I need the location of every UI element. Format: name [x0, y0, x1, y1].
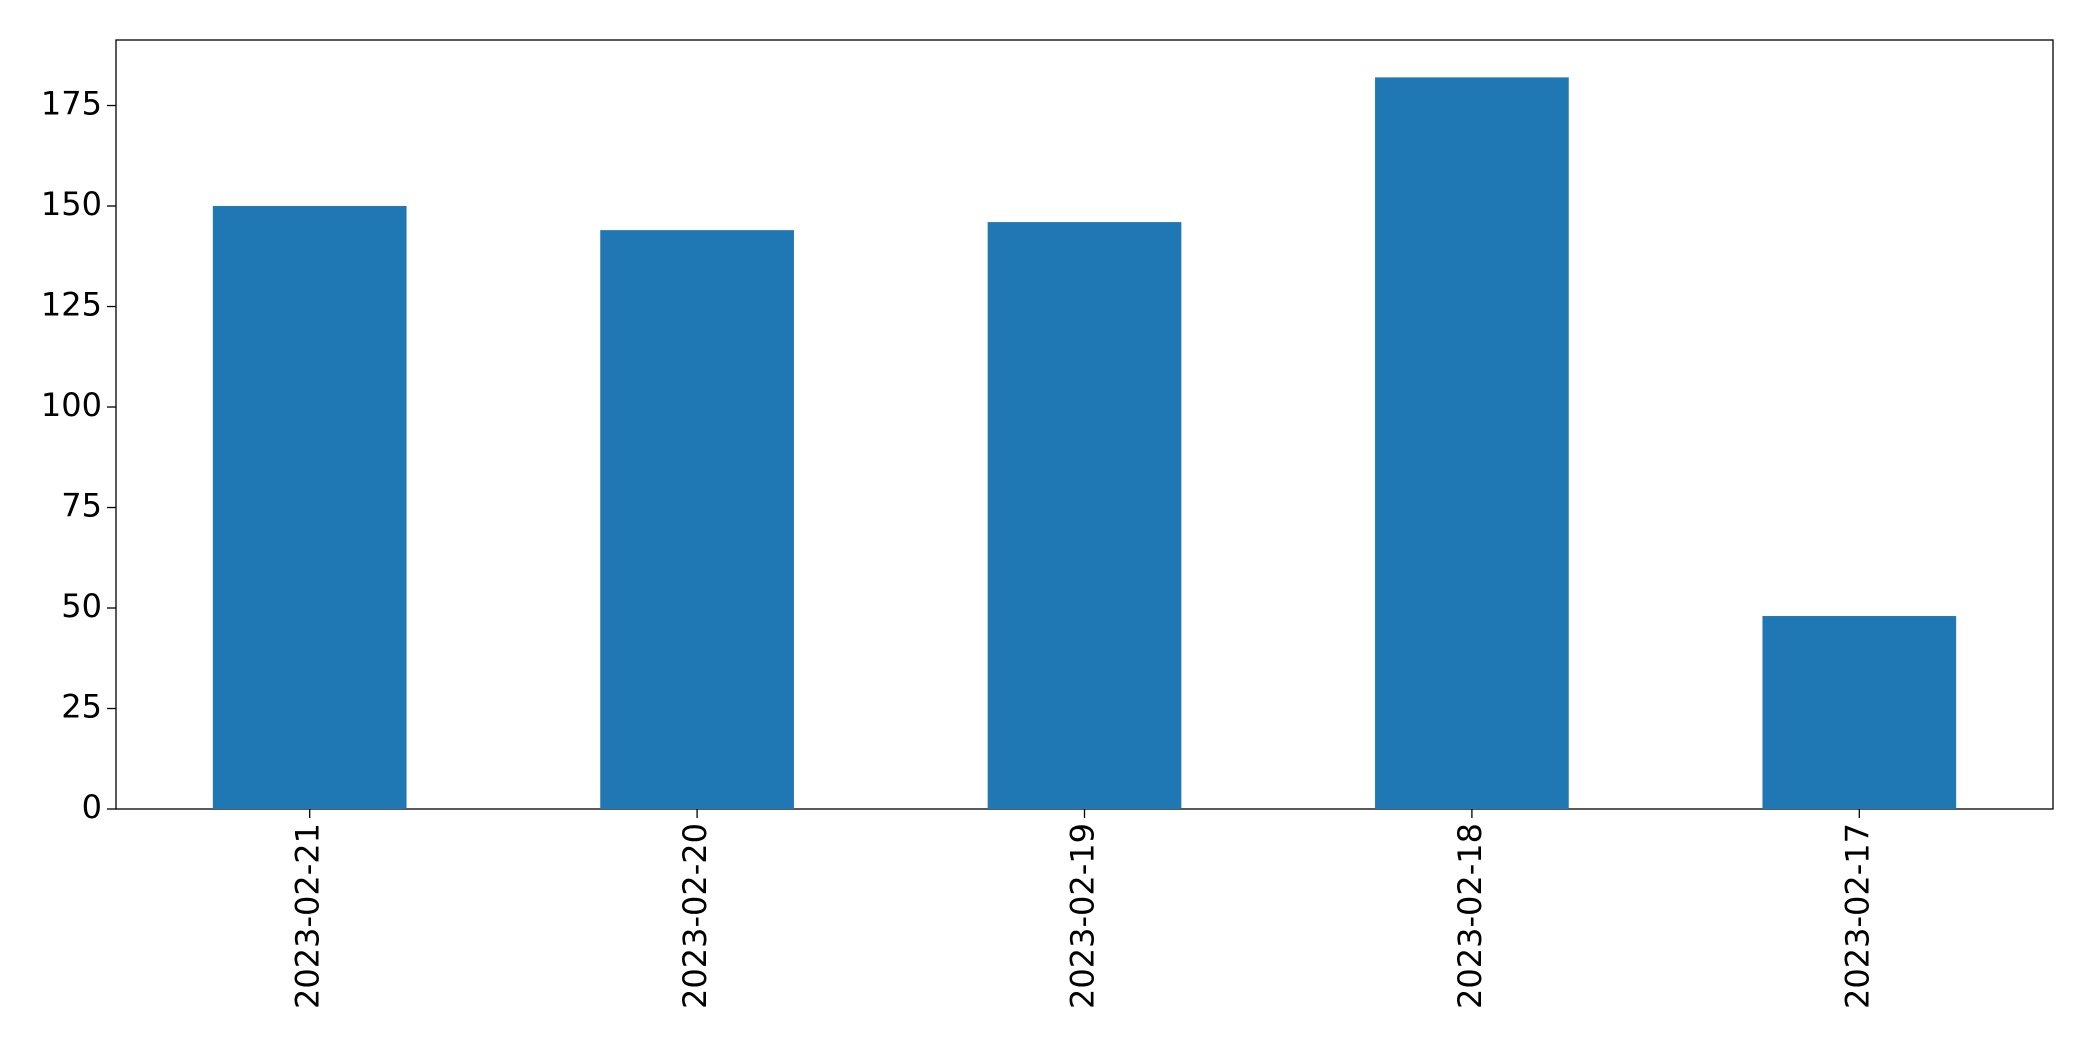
- y-tick-label: 50: [61, 587, 102, 625]
- x-tick-label: 2023-02-21: [289, 823, 327, 1009]
- x-tick-label: 2023-02-18: [1451, 823, 1489, 1009]
- y-tick-label: 100: [41, 386, 102, 424]
- x-tick-label: 2023-02-19: [1064, 823, 1102, 1009]
- bar: [1762, 616, 1957, 809]
- bar: [987, 222, 1182, 809]
- y-tick-label: 175: [41, 85, 102, 123]
- y-tick-label: 125: [41, 286, 102, 324]
- bar: [1375, 77, 1569, 809]
- y-tick-label: 150: [41, 185, 102, 223]
- x-tick-label: 2023-02-20: [676, 823, 714, 1009]
- bar: [600, 230, 794, 809]
- y-tick-label: 0: [82, 788, 102, 826]
- bar: [212, 206, 407, 809]
- y-tick-label: 75: [61, 487, 102, 525]
- y-tick-label: 25: [61, 688, 102, 726]
- x-tick-label: 2023-02-17: [1838, 823, 1876, 1009]
